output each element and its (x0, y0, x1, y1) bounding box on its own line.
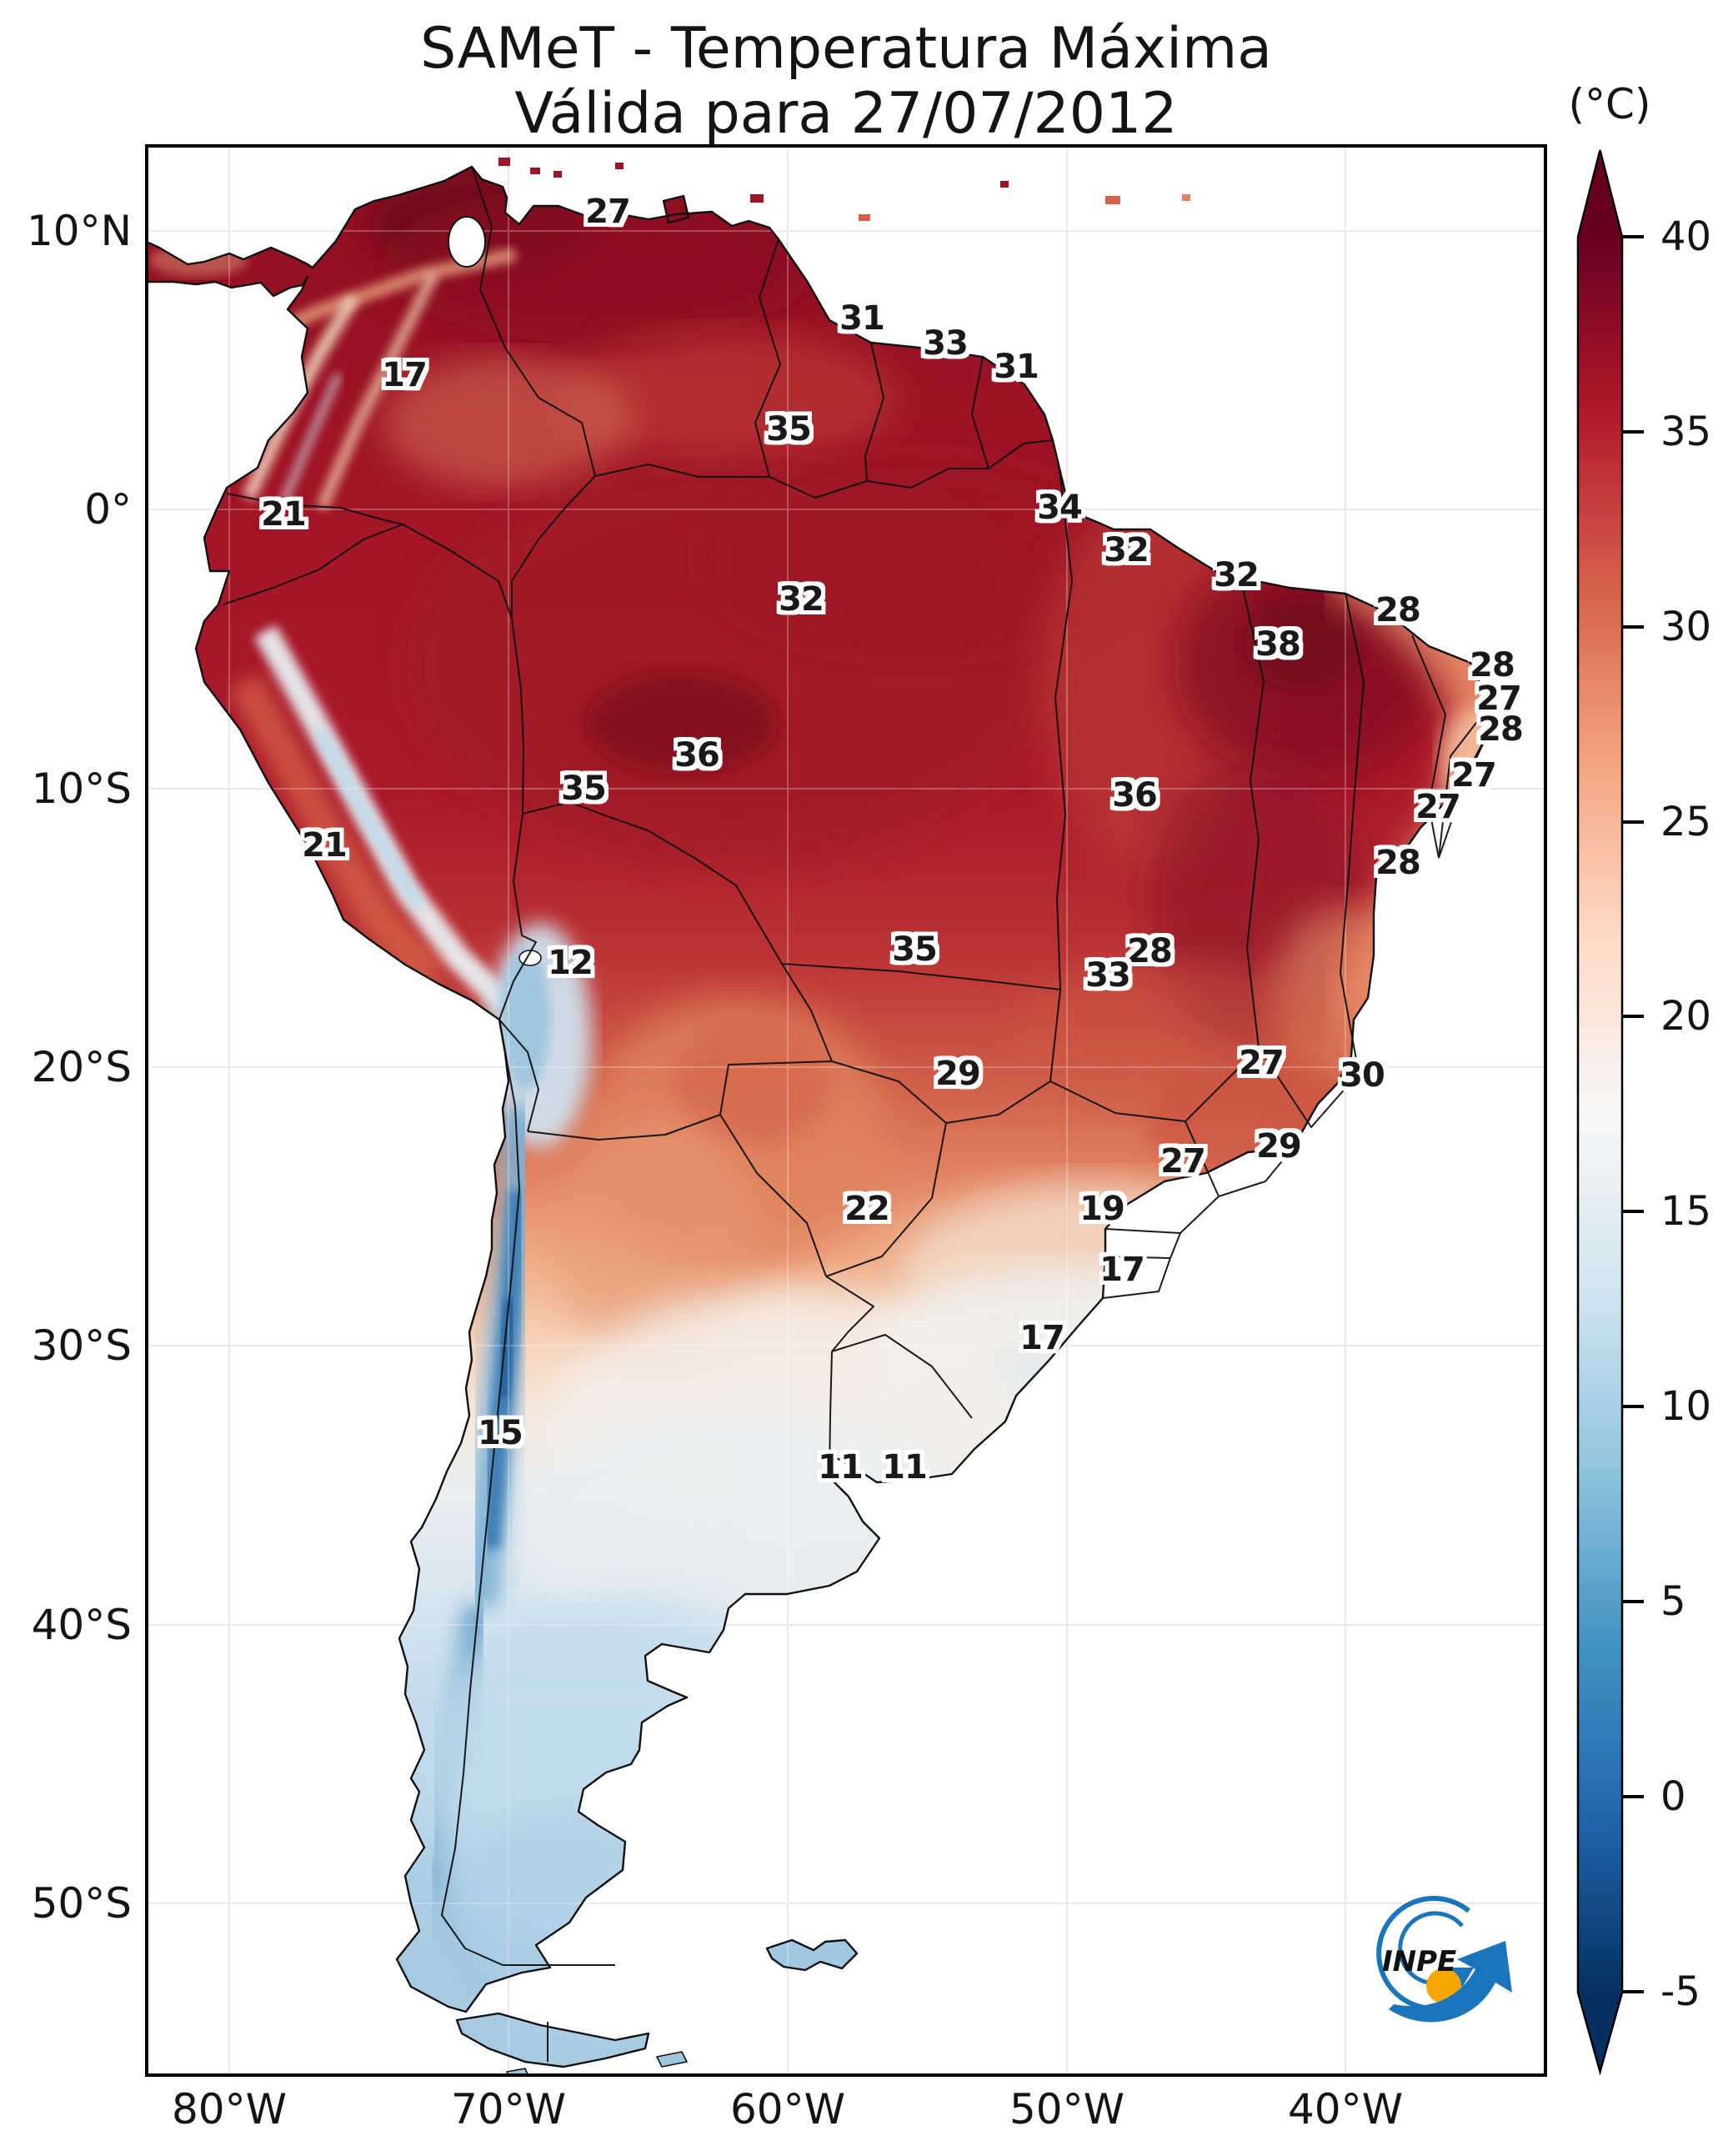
temperature-label: 27 (1415, 788, 1461, 826)
temperature-label: 28 (1127, 932, 1173, 970)
temperature-label: 34 (1037, 489, 1083, 527)
temperature-label: 35 (561, 770, 607, 808)
lon-tick-label: 60°W (729, 2085, 846, 2133)
colorbar-tick-mark (1622, 1015, 1644, 1018)
temperature-label: 29 (935, 1055, 981, 1093)
lon-tick-label: 70°W (450, 2085, 567, 2133)
colorbar-tick-label: 5 (1660, 1578, 1686, 1625)
temperature-label: 28 (1478, 710, 1524, 749)
colorbar-tick-label: -5 (1660, 1968, 1700, 2015)
south-america-temperature-map (148, 148, 1544, 2073)
colorbar-tick-mark (1622, 1210, 1644, 1213)
inpe-logo: INPE (1376, 1896, 1512, 2023)
temperature-label: 38 (1255, 625, 1301, 664)
lon-tick-label: 40°W (1287, 2085, 1404, 2133)
lat-tick-label: 0° (84, 485, 132, 534)
temperature-label: 21 (261, 495, 307, 534)
temperature-label: 32 (779, 580, 824, 619)
colorbar-tick-mark (1622, 820, 1644, 824)
temperature-label: 21 (302, 826, 348, 865)
temperature-label: 33 (923, 324, 969, 363)
caribbean-islands (498, 158, 1190, 221)
temperature-label: 30 (1340, 1056, 1385, 1095)
colorbar-tick-label: 20 (1660, 993, 1712, 1040)
temperature-label: 17 (382, 356, 428, 394)
map-frame (145, 144, 1547, 2077)
lat-tick-label: 10°S (31, 765, 132, 813)
political-borders (223, 166, 1491, 2062)
colorbar-tick-mark (1622, 1600, 1644, 1603)
colorbar-bar (1576, 149, 1624, 2076)
colorbar-tick-label: 10 (1660, 1383, 1712, 1430)
lat-tick-label: 10°N (26, 207, 132, 255)
temperature-label: 35 (766, 410, 812, 449)
temperature-label: 28 (1470, 646, 1515, 684)
title-line-2: Válida para 27/07/2012 (514, 81, 1178, 147)
colorbar-tick-mark (1622, 1795, 1644, 1798)
colorbar-tick-mark (1622, 1405, 1644, 1408)
inpe-logo-swoosh-arrow (1389, 1941, 1512, 2023)
temperature-label: 28 (1375, 591, 1421, 629)
temperature-label: 27 (1476, 679, 1522, 718)
colorbar-tick-label: 35 (1660, 409, 1712, 455)
colorbar-tick-label: 25 (1660, 799, 1712, 845)
lat-tick-label: 50°S (31, 1879, 132, 1928)
temperature-label: 15 (478, 1414, 523, 1452)
lat-tick-label: 30°S (31, 1321, 132, 1370)
title-line-1: SAMeT - Temperatura Máxima (420, 16, 1272, 82)
temperature-label: 19 (1079, 1190, 1125, 1228)
temperature-label: 35 (892, 930, 938, 969)
temperature-label: 22 (844, 1190, 890, 1228)
colorbar-tick-mark (1622, 1990, 1644, 1993)
temperature-label: 28 (1375, 844, 1421, 882)
temperature-label: 29 (1256, 1127, 1302, 1166)
temperature-label: 12 (548, 944, 594, 982)
lon-tick-label: 50°W (1009, 2085, 1125, 2133)
colorbar (1576, 149, 1624, 2076)
inpe-logo-text: INPE (1382, 1945, 1456, 1978)
temperature-label: 31 (994, 348, 1039, 386)
temperature-label: 27 (1451, 756, 1497, 795)
temperature-label: 32 (1214, 556, 1260, 594)
colorbar-tick-mark (1622, 235, 1644, 238)
temperature-label: 32 (1104, 531, 1150, 569)
colorbar-tick-label: 0 (1660, 1773, 1686, 1820)
temperature-label: 36 (1112, 776, 1158, 815)
lat-tick-label: 40°S (31, 1601, 132, 1649)
temperature-label: 17 (1019, 1319, 1065, 1357)
colorbar-tick-label: 15 (1660, 1188, 1712, 1235)
temperature-label: 27 (1160, 1142, 1206, 1181)
coastline (148, 165, 1492, 2073)
temperature-label: 31 (839, 299, 885, 338)
colorbar-tick-label: 40 (1660, 213, 1712, 260)
temperature-label: 11 (882, 1448, 928, 1487)
colorbar-unit-label: (°C) (1568, 80, 1651, 128)
temperature-label: 27 (585, 193, 631, 231)
lat-tick-label: 20°S (31, 1043, 132, 1091)
temperature-label: 17 (1099, 1251, 1145, 1289)
temperature-label: 27 (1239, 1044, 1285, 1082)
colorbar-tick-label: 30 (1660, 604, 1712, 650)
figure-title: SAMeT - Temperatura Máxima Válida para 2… (146, 17, 1546, 147)
lon-tick-label: 80°W (171, 2085, 288, 2133)
temperature-label: 36 (674, 736, 720, 775)
colorbar-tick-mark (1622, 625, 1644, 629)
colorbar-tick-mark (1622, 430, 1644, 434)
temperature-label: 11 (818, 1448, 864, 1487)
temperature-label: 33 (1085, 956, 1131, 995)
